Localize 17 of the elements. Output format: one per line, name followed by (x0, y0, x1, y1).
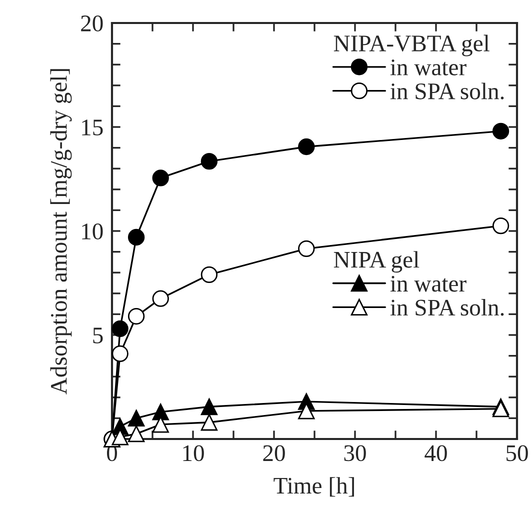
y-tick-label: 5 (93, 328, 103, 344)
x-tick-label: 20 (263, 445, 285, 462)
y-axis-title: Adsorption amount [mg/g-dry gel] (50, 69, 72, 394)
annotation: NIPA-VBTA gel (334, 34, 490, 56)
y-tick-label: 10 (82, 223, 103, 240)
legend-label: in water (390, 276, 466, 292)
x-tick-label: 50 (506, 445, 528, 462)
y-tick-label: 20 (81, 15, 103, 32)
x-tick-label: 40 (424, 445, 447, 462)
y-tick-label: 15 (82, 120, 103, 136)
legend-label: in water (390, 60, 466, 76)
x-tick-label: 30 (344, 445, 366, 462)
x-tick-label: 10 (183, 445, 204, 462)
annotation: NIPA gel (334, 251, 420, 273)
legend-label: in SPA soln. (390, 299, 504, 316)
legend-label: in SPA soln. (390, 82, 504, 100)
x-axis-title: Time [h] (274, 477, 354, 497)
